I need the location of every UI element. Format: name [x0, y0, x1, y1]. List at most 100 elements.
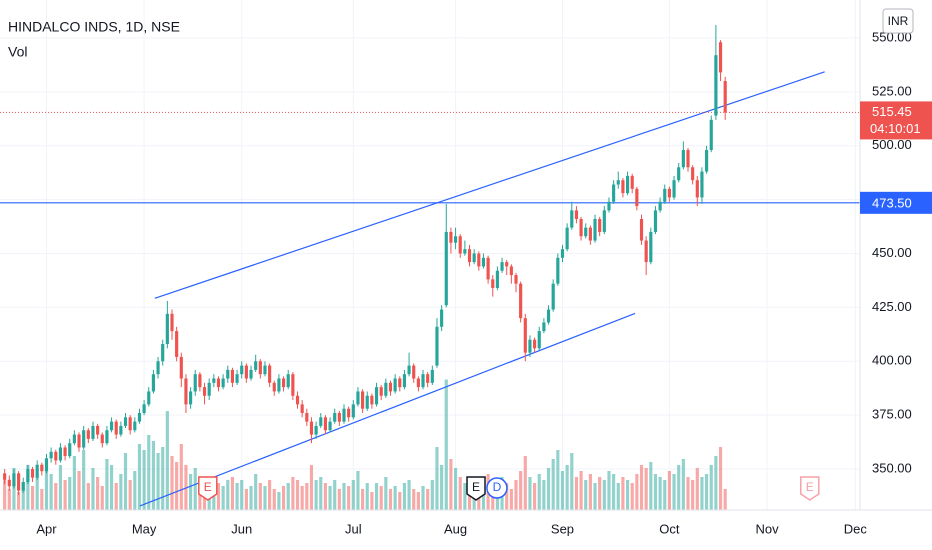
candle-body — [700, 171, 704, 198]
candle-body — [695, 180, 699, 198]
candle-body — [658, 201, 662, 211]
candle-body — [444, 231, 448, 306]
volume-bar — [361, 489, 365, 510]
volume-bar — [230, 477, 235, 510]
candle-body — [505, 262, 509, 267]
volume-bar — [72, 456, 76, 510]
candle-body — [170, 313, 174, 332]
candle-body — [430, 369, 434, 383]
event-label[interactable]: E — [806, 480, 814, 494]
x-tick-label: Oct — [659, 521, 680, 536]
candle-body — [709, 119, 713, 151]
candle-body — [551, 283, 555, 310]
volume-bar — [384, 477, 388, 510]
volume-bar — [644, 468, 648, 510]
y-tick-label: 525.00 — [872, 83, 912, 98]
trendline — [154, 71, 825, 299]
candle-body — [579, 219, 583, 237]
volume-label: Vol — [8, 44, 27, 60]
event-marker[interactable] — [800, 476, 820, 501]
volume-bar — [175, 462, 179, 510]
volume-bar — [509, 489, 513, 510]
candle-body — [565, 227, 569, 250]
candle-body — [277, 378, 281, 392]
hline-label: 473.50 — [872, 195, 912, 210]
volume-bar — [216, 483, 221, 510]
volume-bar — [523, 456, 527, 510]
event-marker[interactable] — [486, 477, 508, 499]
volume-bar — [481, 483, 486, 510]
candle-body — [672, 180, 676, 198]
candle-body — [639, 219, 644, 241]
x-tick-label: Dec — [844, 521, 868, 536]
candle-body — [7, 479, 11, 487]
currency-button[interactable] — [882, 8, 914, 34]
candle-body — [305, 413, 309, 422]
candle-body — [519, 283, 523, 319]
volume-bar — [342, 483, 346, 510]
candle-body — [175, 331, 179, 357]
volume-bar — [584, 480, 588, 510]
candle-body — [691, 167, 695, 181]
hline-label-bg — [860, 191, 932, 214]
volume-pane — [3, 379, 727, 510]
candle-body — [598, 219, 602, 232]
volume-bar — [337, 489, 341, 510]
volume-bar — [44, 471, 49, 510]
candle-body — [649, 231, 653, 263]
candle-body — [91, 425, 95, 439]
volume-bar — [430, 480, 434, 510]
candle-body — [128, 417, 132, 431]
volume-bar — [189, 474, 193, 510]
candle-body — [105, 430, 109, 444]
volume-bar — [588, 474, 592, 510]
event-label[interactable]: E — [204, 480, 212, 494]
volume-bar — [133, 471, 137, 510]
candle-body — [3, 473, 7, 480]
volume-bar — [570, 453, 574, 510]
candle-body — [133, 421, 137, 431]
candle-body — [193, 374, 197, 392]
event-label[interactable]: D — [493, 480, 502, 494]
event-marker[interactable] — [198, 476, 218, 501]
volume-bar — [398, 492, 402, 510]
volume-bar — [449, 459, 453, 510]
candle-body — [49, 451, 53, 459]
candle-body — [216, 378, 221, 388]
volume-bar — [686, 477, 690, 510]
volume-bar — [77, 471, 81, 510]
volume-bar — [235, 483, 239, 510]
volume-bar — [314, 480, 318, 510]
candle-body — [156, 361, 160, 375]
currency-label[interactable]: INR — [888, 14, 909, 28]
candle-body — [528, 339, 532, 353]
candle-body — [258, 361, 262, 375]
candle-body — [486, 257, 490, 280]
event-label[interactable]: E — [472, 480, 480, 494]
volume-bar — [723, 489, 727, 510]
candle-body — [537, 331, 541, 349]
last-price-bg — [860, 101, 932, 140]
volume-bar — [161, 447, 165, 510]
volume-bar — [705, 474, 709, 510]
event-marker[interactable] — [466, 476, 486, 501]
candle-body — [407, 365, 411, 375]
volume-bar — [109, 465, 114, 510]
volume-bar — [537, 474, 541, 510]
volume-bar — [151, 441, 155, 510]
volume-bar — [198, 483, 202, 510]
volume-bar — [12, 468, 16, 510]
volume-bar — [277, 492, 281, 510]
volume-bar — [21, 483, 25, 510]
chart-title: HINDALCO INDS, 1D, NSE — [8, 19, 180, 35]
volume-bar — [616, 483, 620, 510]
volume-bar — [30, 486, 35, 510]
volume-bar — [453, 468, 458, 510]
volume-bar — [379, 486, 383, 510]
countdown: 04:10:01 — [870, 121, 921, 136]
volume-bar — [542, 480, 546, 510]
last-price-label: 515.45 — [872, 104, 912, 119]
volume-bar — [82, 450, 86, 510]
volume-bar — [114, 483, 118, 510]
